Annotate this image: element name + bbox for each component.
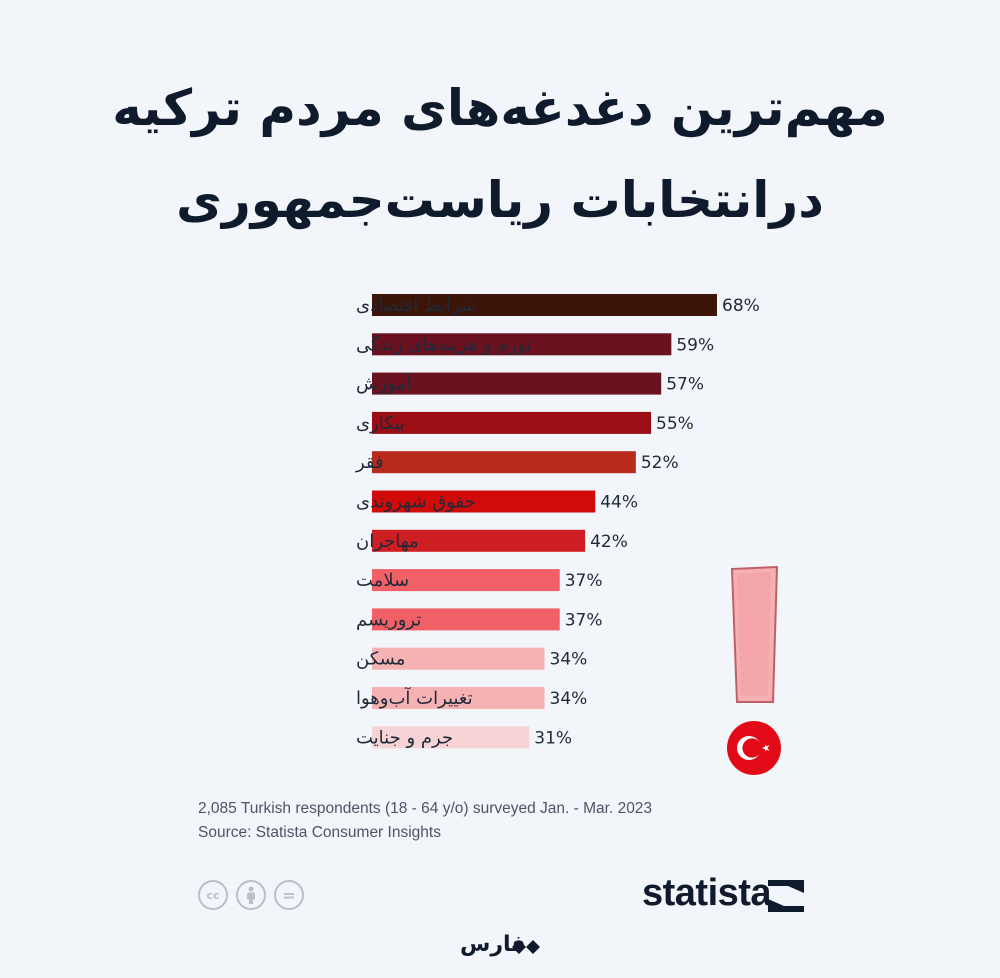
value-label: 31% [534, 728, 572, 748]
category-label: تورم و هزینه‌های زندگی [356, 333, 531, 355]
category-label: تغییرات آب‌وهوا [356, 686, 473, 709]
bar-chart: شرایط اقتصادی 68% تورم و هزینه‌های زندگی 59… [355, 294, 760, 749]
bar [372, 451, 636, 474]
chart-title-line1: مهم‌ترین دغدغه‌های مردم ترکیه [112, 79, 888, 137]
bar [372, 569, 560, 592]
category-label: مهاجران [356, 531, 419, 552]
chart-title-line2: درانتخابات ریاست‌جمهوری [176, 171, 824, 229]
by-icon [236, 880, 266, 910]
bar [372, 726, 530, 749]
cc-icon: cc [198, 880, 228, 910]
exclamation-icon [730, 565, 779, 703]
source-note: Source: Statista Consumer Insights [198, 824, 441, 841]
category-label: حقوق شهروندی [356, 492, 476, 513]
bar [372, 490, 596, 513]
value-label: 34% [550, 650, 588, 670]
category-label: آموزش [356, 372, 412, 395]
value-label: 59% [676, 335, 714, 355]
statista-mark-icon [768, 880, 804, 912]
value-label: 44% [600, 493, 638, 513]
value-label: 55% [656, 414, 694, 434]
value-label: 68% [722, 296, 760, 316]
bar [372, 647, 545, 670]
category-label: سلامت [356, 570, 409, 591]
value-label: 42% [590, 532, 628, 552]
category-label: تروریسم [356, 609, 421, 630]
respondents-note: 2,085 Turkish respondents (18 - 64 y/o) … [198, 800, 653, 817]
bar [372, 608, 560, 631]
value-label: 52% [641, 453, 679, 473]
fars-mark-icon [512, 940, 540, 954]
category-label: فقر [355, 452, 384, 473]
bar [372, 294, 717, 316]
turkey-flag-icon [727, 721, 781, 775]
bar [372, 411, 652, 434]
nd-icon: = [274, 880, 304, 910]
statista-logo: statista [642, 872, 772, 914]
category-label: بیکاری [356, 413, 405, 434]
bar [372, 372, 662, 395]
bar [372, 529, 586, 552]
bar [372, 687, 545, 709]
value-label: 37% [565, 610, 603, 630]
category-label: شرایط اقتصادی [356, 295, 476, 316]
category-label: مسکن [356, 649, 405, 670]
value-label: 34% [550, 689, 588, 709]
value-label: 57% [666, 375, 704, 395]
category-label: جرم و جنایت [356, 727, 453, 748]
value-label: 37% [565, 571, 603, 591]
bar [372, 333, 672, 356]
